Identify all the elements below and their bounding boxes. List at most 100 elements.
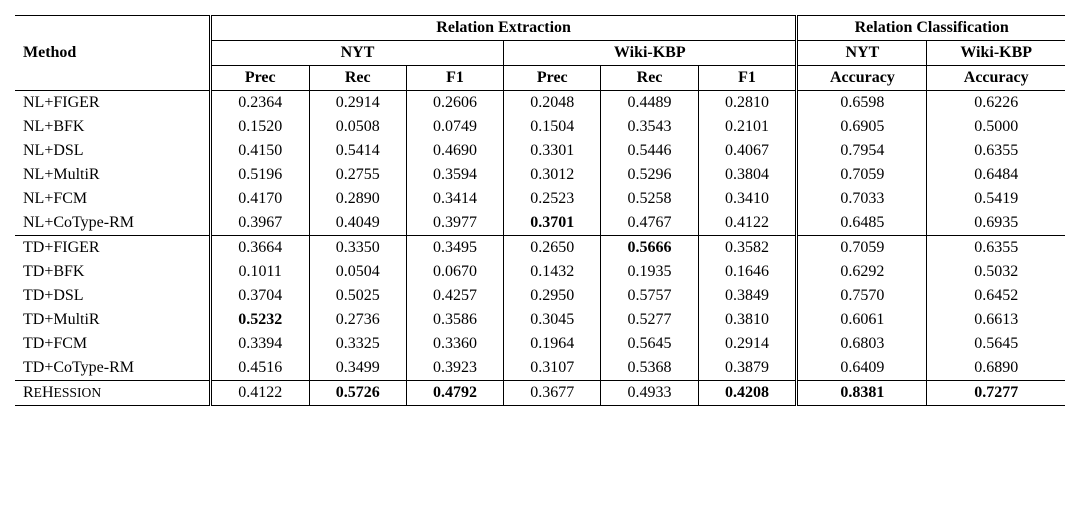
- value-cell: 0.2914: [309, 91, 406, 116]
- value-cell: 0.4170: [210, 187, 309, 211]
- value-cell: 0.4933: [601, 381, 698, 406]
- table-row: TD+MultiR0.52320.27360.35860.30450.52770…: [15, 308, 1065, 332]
- value-cell: 0.1964: [504, 332, 601, 356]
- table-row: NL+CoType-RM0.39670.40490.39770.37010.47…: [15, 211, 1065, 236]
- value-cell: 0.2523: [504, 187, 601, 211]
- value-cell: 0.6292: [797, 260, 927, 284]
- value-cell: 0.5414: [309, 139, 406, 163]
- method-cell: NL+FCM: [15, 187, 210, 211]
- value-cell: 0.4067: [698, 139, 797, 163]
- value-cell: 0.5645: [601, 332, 698, 356]
- value-cell: 0.7059: [797, 163, 927, 187]
- value-cell: 0.1011: [210, 260, 309, 284]
- rec-header: Rec: [309, 66, 406, 91]
- value-cell: 0.7954: [797, 139, 927, 163]
- value-cell: 0.3499: [309, 356, 406, 381]
- value-cell: 0.2364: [210, 91, 309, 116]
- method-cell: TD+FIGER: [15, 236, 210, 261]
- value-cell: 0.7033: [797, 187, 927, 211]
- value-cell: 0.1520: [210, 115, 309, 139]
- table-row: TD+DSL0.37040.50250.42570.29500.57570.38…: [15, 284, 1065, 308]
- value-cell: 0.6613: [927, 308, 1065, 332]
- value-cell: 0.2736: [309, 308, 406, 332]
- value-cell: 0.5000: [927, 115, 1065, 139]
- value-cell: 0.2914: [698, 332, 797, 356]
- value-cell: 0.4489: [601, 91, 698, 116]
- value-cell: 0.5296: [601, 163, 698, 187]
- rec-header: Rec: [601, 66, 698, 91]
- re-wikikbp-header: Wiki-KBP: [504, 41, 797, 66]
- value-cell: 0.5196: [210, 163, 309, 187]
- value-cell: 0.1646: [698, 260, 797, 284]
- value-cell: 0.3849: [698, 284, 797, 308]
- value-cell: 0.1935: [601, 260, 698, 284]
- value-cell: 0.6484: [927, 163, 1065, 187]
- value-cell: 0.3677: [504, 381, 601, 406]
- value-cell: 0.8381: [797, 381, 927, 406]
- value-cell: 0.2890: [309, 187, 406, 211]
- value-cell: 0.3701: [504, 211, 601, 236]
- value-cell: 0.3107: [504, 356, 601, 381]
- value-cell: 0.2810: [698, 91, 797, 116]
- value-cell: 0.3410: [698, 187, 797, 211]
- method-cell: TD+BFK: [15, 260, 210, 284]
- value-cell: 0.6905: [797, 115, 927, 139]
- method-cell: NL+MultiR: [15, 163, 210, 187]
- accuracy-header: Accuracy: [927, 66, 1065, 91]
- value-cell: 0.3495: [406, 236, 503, 261]
- prec-header: Prec: [210, 66, 309, 91]
- value-cell: 0.6485: [797, 211, 927, 236]
- table-row: TD+BFK0.10110.05040.06700.14320.19350.16…: [15, 260, 1065, 284]
- value-cell: 0.6355: [927, 139, 1065, 163]
- re-nyt-header: NYT: [210, 41, 503, 66]
- value-cell: 0.6890: [927, 356, 1065, 381]
- value-cell: 0.3582: [698, 236, 797, 261]
- table-row: NL+BFK0.15200.05080.07490.15040.35430.21…: [15, 115, 1065, 139]
- value-cell: 0.2048: [504, 91, 601, 116]
- value-cell: 0.5666: [601, 236, 698, 261]
- value-cell: 0.4208: [698, 381, 797, 406]
- value-cell: 0.0670: [406, 260, 503, 284]
- method-cell: NL+CoType-RM: [15, 211, 210, 236]
- value-cell: 0.6935: [927, 211, 1065, 236]
- value-cell: 0.3967: [210, 211, 309, 236]
- method-cell: REHESSION: [15, 381, 210, 406]
- value-cell: 0.1432: [504, 260, 601, 284]
- value-cell: 0.2650: [504, 236, 601, 261]
- value-cell: 0.3704: [210, 284, 309, 308]
- method-cell: NL+DSL: [15, 139, 210, 163]
- value-cell: 0.0749: [406, 115, 503, 139]
- value-cell: 0.5025: [309, 284, 406, 308]
- rc-nyt-header: NYT: [797, 41, 927, 66]
- value-cell: 0.7570: [797, 284, 927, 308]
- accuracy-header: Accuracy: [797, 66, 927, 91]
- value-cell: 0.5419: [927, 187, 1065, 211]
- value-cell: 0.4122: [210, 381, 309, 406]
- value-cell: 0.4767: [601, 211, 698, 236]
- value-cell: 0.3586: [406, 308, 503, 332]
- value-cell: 0.3664: [210, 236, 309, 261]
- value-cell: 0.0504: [309, 260, 406, 284]
- f1-header: F1: [406, 66, 503, 91]
- method-cell: TD+MultiR: [15, 308, 210, 332]
- value-cell: 0.4122: [698, 211, 797, 236]
- value-cell: 0.6452: [927, 284, 1065, 308]
- prec-header: Prec: [504, 66, 601, 91]
- value-cell: 0.4690: [406, 139, 503, 163]
- table-row: TD+FIGER0.36640.33500.34950.26500.56660.…: [15, 236, 1065, 261]
- results-table: Method Relation Extraction Relation Clas…: [15, 15, 1065, 406]
- table-row: NL+FCM0.41700.28900.34140.25230.52580.34…: [15, 187, 1065, 211]
- value-cell: 0.6803: [797, 332, 927, 356]
- method-cell: NL+FIGER: [15, 91, 210, 116]
- f1-header: F1: [698, 66, 797, 91]
- table-body: NL+FIGER0.23640.29140.26060.20480.44890.…: [15, 91, 1065, 406]
- value-cell: 0.4049: [309, 211, 406, 236]
- method-cell: TD+FCM: [15, 332, 210, 356]
- value-cell: 0.3325: [309, 332, 406, 356]
- value-cell: 0.6226: [927, 91, 1065, 116]
- value-cell: 0.2755: [309, 163, 406, 187]
- value-cell: 0.3012: [504, 163, 601, 187]
- method-cell: TD+CoType-RM: [15, 356, 210, 381]
- value-cell: 0.5232: [210, 308, 309, 332]
- value-cell: 0.3923: [406, 356, 503, 381]
